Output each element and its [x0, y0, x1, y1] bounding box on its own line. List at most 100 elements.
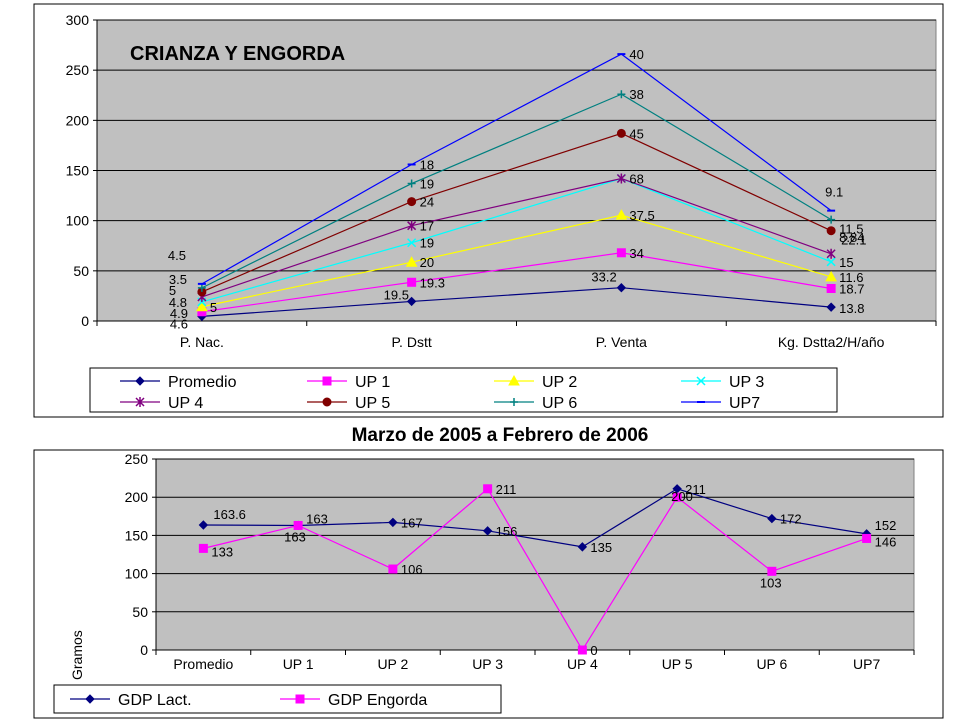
data-label-promedio: 33.2 [591, 270, 616, 285]
legend-label-gdp-lact: GDP Lact. [118, 692, 192, 709]
top-chart-title: CRIANZA Y ENGORDA [130, 43, 345, 65]
legend-marker-up-3 [696, 376, 706, 386]
series-line-up-2 [201, 214, 832, 308]
legend-label-up-6: UP 6 [542, 395, 577, 412]
data-label-up7: 4.5 [168, 248, 186, 263]
data-label-up-3: 15 [839, 255, 853, 270]
data-label-promedio: 19.5 [384, 287, 409, 302]
data-point-up-2 [615, 209, 628, 220]
bottom-chart-x-axis: Promedio UP 1 UP 2 UP 3 UP 4 UP 5 UP 6 UP7 [155, 650, 915, 672]
data-label-up7: 9.1 [825, 185, 843, 200]
bottom-chart-data-labels: 163.6 163 167 156 135 211 172 152 133 163 106 211 0 2… [211, 482, 896, 658]
legend-marker-up-4 [135, 397, 145, 407]
bottom-chart-x-tick-label: UP 6 [756, 656, 787, 672]
data-point-gdp-engorda [293, 520, 303, 530]
data-label-up-4: 17 [420, 219, 434, 234]
data-point-gdp-lact [577, 542, 588, 552]
data-label-gdp-lact: 135 [590, 540, 612, 555]
series-line-promedio [201, 287, 832, 317]
series-line-up-3 [201, 177, 832, 303]
data-label-up-1: 4.9 [170, 306, 188, 321]
data-point-gdp-engorda [862, 533, 872, 543]
data-point-up-4 [826, 248, 836, 259]
data-label-gdp-lact: 163.6 [213, 507, 246, 522]
series-line-up-1 [201, 252, 832, 313]
data-point-promedio [616, 282, 627, 293]
top-chart-y-tick-label: 50 [73, 263, 89, 279]
legend-marker-up-6 [510, 398, 518, 406]
data-label-gdp-lact: 163 [306, 511, 328, 526]
legend-label-up-4: UP 4 [168, 395, 203, 412]
data-point-gdp-lact [198, 520, 209, 530]
bottom-chart-y-tick-label: 150 [125, 527, 149, 543]
top-chart-y-axis: 0 50 100 150 200 250 300 [66, 12, 936, 329]
series-line-up7 [201, 53, 832, 285]
top-chart-y-tick-label: 100 [66, 213, 90, 229]
data-label-gdp-engorda: 133 [211, 544, 233, 559]
data-label-gdp-lact: 152 [875, 518, 897, 533]
data-point-up-4 [407, 220, 417, 231]
legend-label-up-5: UP 5 [355, 395, 390, 412]
data-label-up-2: 20 [420, 255, 434, 270]
data-point-up-1 [616, 248, 626, 258]
data-point-up-1 [826, 283, 836, 293]
series-line-gdp-lact [203, 488, 867, 548]
data-point-up-6 [617, 90, 626, 99]
data-label-gdp-lact: 167 [401, 515, 423, 530]
bottom-chart-x-tick-label: UP 2 [377, 656, 408, 672]
data-point-up-1 [407, 277, 417, 287]
data-label-up-4: 8.84 [839, 230, 864, 245]
data-label-up-2: 11.6 [839, 270, 863, 285]
legend-marker-up-2 [508, 374, 520, 386]
bottom-chart-gridlines [156, 458, 914, 651]
bottom-chart-y-tick-label: 100 [125, 566, 149, 582]
bottom-chart-x-tick-label: UP7 [853, 656, 880, 672]
top-chart-legend [89, 367, 838, 413]
legend-marker-gdp-lact [85, 694, 95, 704]
data-label-up-4: 68 [629, 172, 643, 187]
legend-marker-up-5 [322, 397, 332, 407]
series-line-gdp-engorda [203, 487, 867, 652]
top-chart-y-tick-label: 150 [66, 163, 90, 179]
series-line-up-4 [201, 177, 832, 298]
legend-marker-promedio [135, 376, 145, 386]
bottom-chart-legend [53, 684, 502, 714]
data-label-up-1: 18.7 [839, 281, 864, 296]
data-label-up-2: 5 [210, 300, 217, 315]
data-label-gdp-engorda: 103 [760, 575, 782, 590]
top-chart-data-labels: 4.6 19.5 33.2 13.8 4.9 19.3 34 18.7 5 20 37.5 11.6 4… [168, 47, 867, 331]
data-point-gdp-engorda [388, 564, 398, 574]
data-point-gdp-engorda [577, 645, 587, 655]
data-label-up-6: 19 [420, 177, 434, 192]
top-chart-x-tick-label: P. Venta [596, 334, 647, 350]
data-point-up-4 [616, 173, 626, 184]
data-point-gdp-lact [482, 526, 493, 536]
legend-label-up-2: UP 2 [542, 374, 577, 391]
data-label-promedio: 4.6 [170, 316, 188, 331]
bottom-chart-series [198, 484, 872, 655]
legend-marker-gdp-engorda [295, 694, 305, 704]
data-label-up-5: 24 [420, 195, 434, 210]
data-point-promedio [826, 302, 836, 312]
data-point-gdp-lact [767, 513, 777, 524]
data-point-up-3 [826, 257, 836, 267]
data-point-gdp-engorda [672, 492, 682, 502]
data-label-gdp-engorda: 106 [401, 562, 423, 577]
data-point-up-6 [407, 179, 416, 188]
data-point-promedio [406, 296, 417, 307]
data-point-gdp-lact [388, 517, 398, 528]
legend-label-gdp-engorda: GDP Engorda [328, 692, 427, 709]
data-label-up-5: 3.5 [169, 272, 187, 287]
top-chart-x-tick-label: P. Nac. [180, 334, 224, 350]
data-label-gdp-lact: 172 [780, 512, 802, 527]
legend-label-up-3: UP 3 [729, 374, 764, 391]
bottom-chart-x-tick-label: Promedio [173, 656, 233, 672]
data-point-up-3 [407, 238, 417, 248]
top-chart-x-axis: P. Nac. P. Dstt P. Venta Kg. Dstta2/H/año [96, 321, 937, 350]
top-chart-y-tick-label: 250 [66, 62, 90, 78]
bottom-chart-x-tick-label: UP 4 [567, 656, 598, 672]
bottom-chart-plot-area [155, 458, 915, 651]
data-label-gdp-engorda: 0 [590, 643, 597, 658]
data-label-gdp-engorda: 146 [875, 534, 897, 549]
data-point-up-6 [197, 283, 206, 292]
